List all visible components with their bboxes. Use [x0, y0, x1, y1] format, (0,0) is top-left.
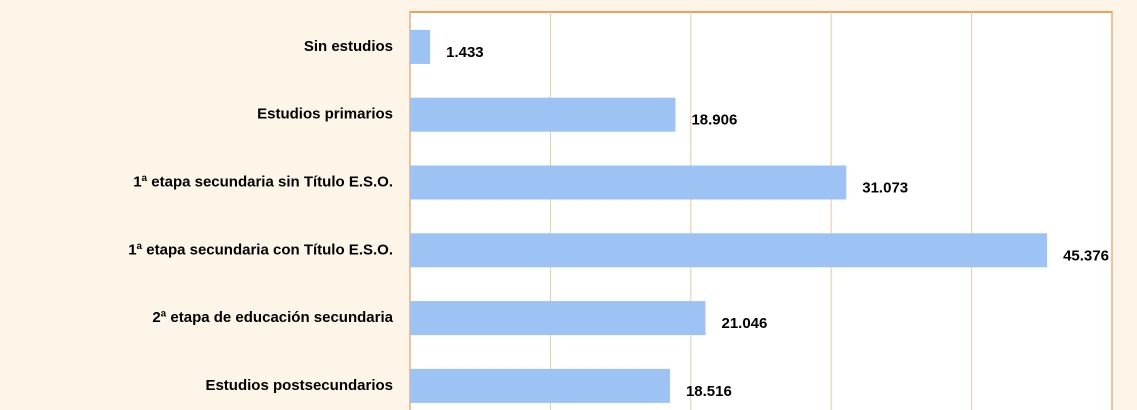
category-label: 1ª etapa secundaria con Título E.S.O.: [128, 241, 393, 258]
value-label: 1.433: [446, 44, 484, 61]
value-label: 21.046: [721, 315, 767, 332]
category-label: Estudios postsecundarios: [205, 377, 393, 394]
value-label: 18.906: [691, 112, 737, 129]
category-label: Sin estudios: [304, 38, 393, 55]
bar: [410, 301, 706, 336]
value-label: 31.073: [862, 179, 908, 196]
bar: [410, 368, 670, 403]
bar: [410, 165, 847, 200]
plot-area: [409, 11, 1113, 410]
bar: [410, 97, 676, 132]
category-label: Estudios primarios: [257, 106, 393, 123]
bar: [410, 233, 1048, 268]
category-label: 2ª etapa de educación secundaria: [152, 309, 393, 326]
value-label: 18.516: [686, 383, 732, 400]
category-label: 1ª etapa secundaria sin Título E.S.O.: [133, 173, 393, 190]
value-label: 45.376: [1063, 247, 1109, 264]
bar: [410, 29, 431, 64]
